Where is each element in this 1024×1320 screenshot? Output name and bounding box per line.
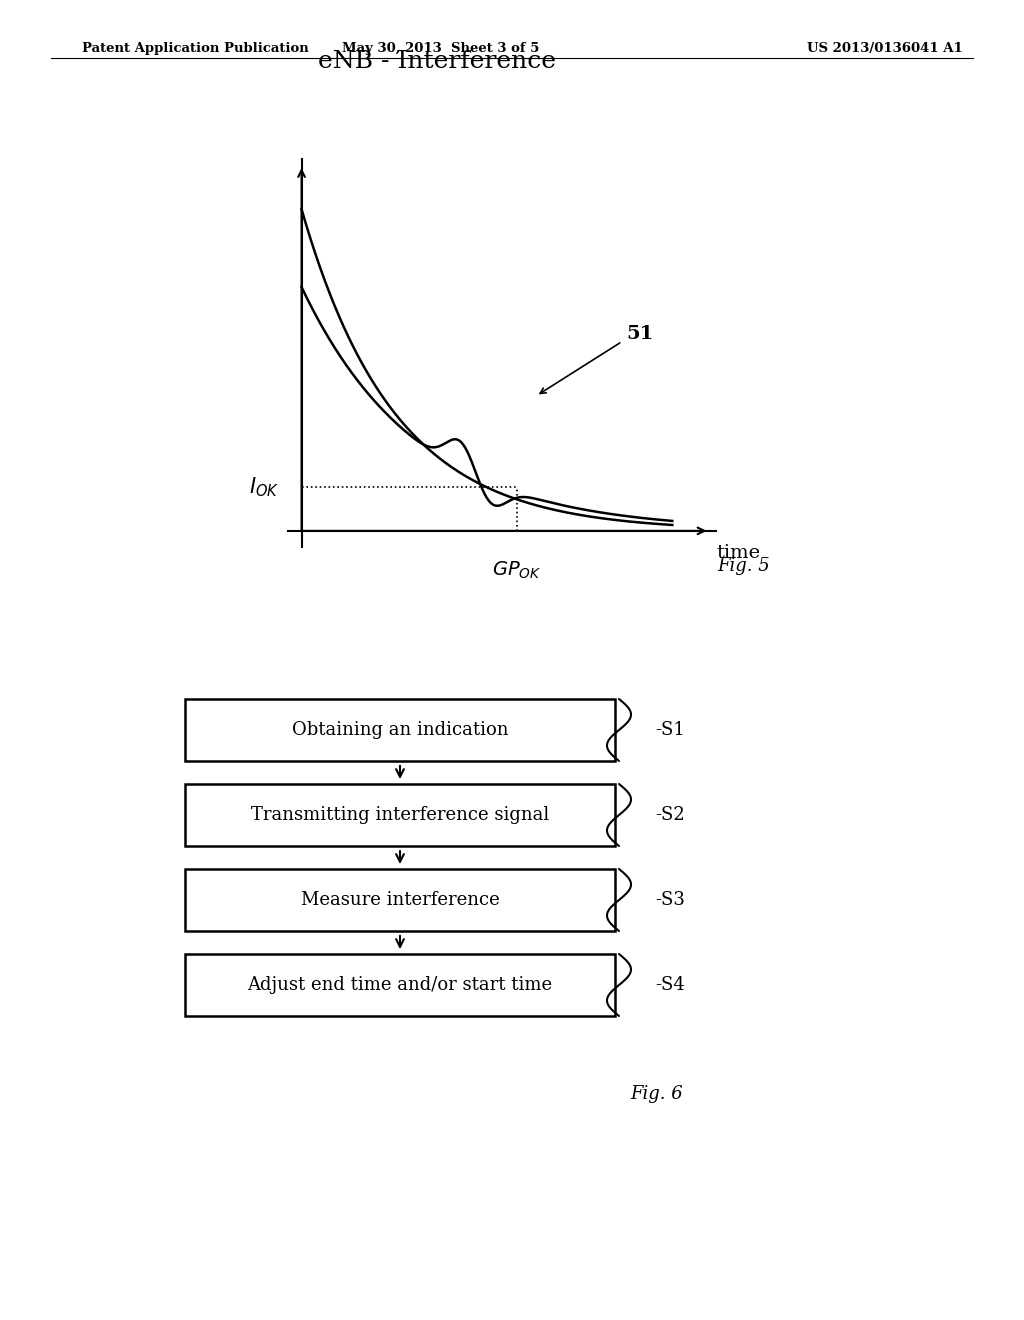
Text: eNB - Interference: eNB - Interference — [318, 50, 556, 73]
Text: Fig. 5: Fig. 5 — [717, 557, 770, 576]
Text: -S2: -S2 — [655, 807, 685, 824]
Text: -S3: -S3 — [655, 891, 685, 909]
Text: Measure interference: Measure interference — [301, 891, 500, 909]
Text: 51: 51 — [627, 325, 654, 343]
Text: US 2013/0136041 A1: US 2013/0136041 A1 — [807, 42, 963, 55]
Text: -S4: -S4 — [655, 975, 685, 994]
Text: Obtaining an indication: Obtaining an indication — [292, 721, 508, 739]
Bar — [185, 784, 615, 846]
Text: $I_{OK}$: $I_{OK}$ — [249, 475, 280, 499]
Text: May 30, 2013  Sheet 3 of 5: May 30, 2013 Sheet 3 of 5 — [342, 42, 539, 55]
Text: $GP_{OK}$: $GP_{OK}$ — [492, 560, 542, 581]
Bar — [185, 869, 615, 931]
Bar — [185, 954, 615, 1016]
Text: Adjust end time and/or start time: Adjust end time and/or start time — [248, 975, 553, 994]
Text: Transmitting interference signal: Transmitting interference signal — [251, 807, 549, 824]
Text: Fig. 6: Fig. 6 — [630, 1085, 683, 1104]
Text: -S1: -S1 — [655, 721, 685, 739]
Text: time: time — [717, 544, 761, 562]
Text: Patent Application Publication: Patent Application Publication — [82, 42, 308, 55]
Bar — [185, 700, 615, 762]
